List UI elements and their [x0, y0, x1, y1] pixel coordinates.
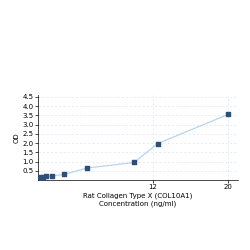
Point [156, 142, 160, 146]
Point [38, 175, 42, 179]
Y-axis label: OD: OD [13, 132, 19, 143]
Point [85, 166, 89, 170]
Point [132, 160, 136, 164]
Point [62, 172, 66, 176]
Point [50, 174, 54, 178]
X-axis label: Rat Collagen Type X (COL10A1)
Concentration (ng/ml): Rat Collagen Type X (COL10A1) Concentrat… [83, 193, 192, 207]
Point [44, 174, 48, 178]
Point [226, 112, 230, 116]
Point [41, 175, 45, 179]
